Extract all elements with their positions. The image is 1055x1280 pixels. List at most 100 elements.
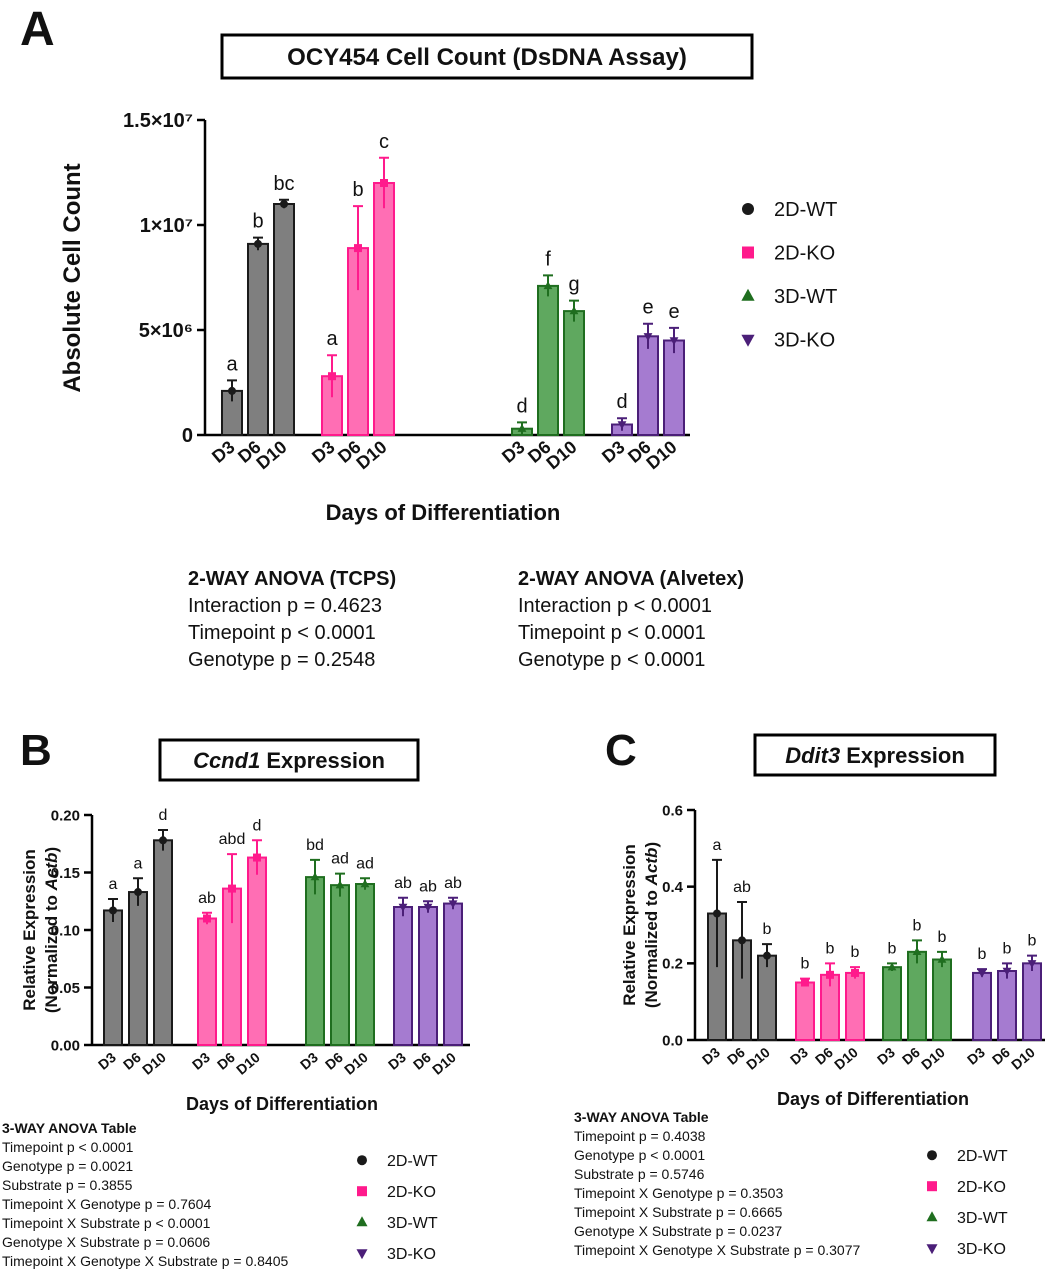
significance-letter: ad bbox=[356, 855, 374, 872]
legend-label: 3D-WT bbox=[957, 1210, 1008, 1227]
x-tick-label: D6 bbox=[120, 1049, 144, 1073]
y-tick-label: 0.00 bbox=[51, 1037, 80, 1054]
significance-letter: bc bbox=[273, 173, 294, 195]
bar-point bbox=[448, 900, 458, 909]
significance-letter: a bbox=[713, 837, 722, 854]
title-text: Expression bbox=[266, 748, 385, 773]
stats-heading: 2-WAY ANOVA (Alvetex) bbox=[518, 568, 744, 590]
bar-point bbox=[912, 947, 922, 956]
significance-letter: a bbox=[226, 353, 238, 375]
bar-point bbox=[738, 936, 746, 945]
legend-label: 3D-WT bbox=[774, 286, 837, 308]
bar-point bbox=[569, 306, 579, 315]
significance-letter: b bbox=[913, 917, 922, 934]
y-tick-label: 1×10⁷ bbox=[140, 215, 193, 237]
title-text: Expression bbox=[846, 743, 965, 768]
stats-line: Timepoint p < 0.0001 bbox=[188, 622, 376, 644]
x-tick-label: D10 bbox=[542, 437, 580, 474]
bar bbox=[443, 902, 463, 1046]
bar-point bbox=[253, 853, 261, 862]
legend-label: 3D-KO bbox=[957, 1241, 1006, 1258]
x-tick-label: D6 bbox=[899, 1044, 923, 1068]
legend-label: 3D-WT bbox=[387, 1215, 438, 1232]
bar bbox=[972, 971, 992, 1042]
bar bbox=[153, 839, 173, 1046]
bar-point bbox=[1027, 960, 1037, 969]
chart-title: Ccnd1 Expression bbox=[193, 748, 385, 773]
legend-marker bbox=[742, 203, 754, 215]
legend-label: 2D-KO bbox=[387, 1184, 436, 1201]
title-box bbox=[753, 733, 997, 777]
stats-line: Timepoint X Substrate p < 0.0001 bbox=[2, 1215, 211, 1231]
x-tick-label: D10 bbox=[918, 1044, 948, 1073]
bar-point bbox=[851, 968, 859, 977]
title-gene: Ccnd1 bbox=[193, 748, 260, 773]
stats-line: Genotype p < 0.0001 bbox=[518, 649, 705, 671]
stats-line: Genotype p = 0.0021 bbox=[2, 1158, 133, 1174]
chart-title: Ddit3 Expression bbox=[785, 743, 965, 768]
bar bbox=[355, 883, 375, 1046]
title-box bbox=[220, 33, 754, 80]
significance-letter: b bbox=[1028, 933, 1037, 950]
y-tick-label: 0.6 bbox=[662, 802, 683, 819]
x-tick-label: D10 bbox=[233, 1049, 263, 1078]
x-tick-label: D10 bbox=[429, 1049, 459, 1078]
stats-heading: 2-WAY ANOVA (TCPS) bbox=[188, 568, 396, 590]
y-tick-label: 0.20 bbox=[51, 807, 80, 824]
x-tick-label: D6 bbox=[724, 1044, 748, 1068]
legend-label: 3D-KO bbox=[387, 1246, 436, 1263]
legend-label: 2D-KO bbox=[774, 243, 835, 265]
significance-letter: ab bbox=[444, 875, 462, 892]
x-tick-label: D10 bbox=[252, 437, 290, 474]
x-tick-label: D6 bbox=[989, 1044, 1013, 1068]
significance-letter: abd bbox=[219, 831, 246, 848]
legend-marker bbox=[356, 1216, 368, 1227]
bar-point bbox=[543, 281, 553, 290]
x-axis-label: Days of Differentiation bbox=[326, 500, 561, 525]
legend-marker bbox=[926, 1244, 938, 1255]
significance-letter: f bbox=[545, 248, 551, 270]
bar-point bbox=[517, 423, 527, 432]
x-axis-label: Days of Differentiation bbox=[777, 1089, 969, 1109]
bar bbox=[1022, 962, 1042, 1041]
x-tick-label: D3 bbox=[189, 1049, 213, 1073]
bar-point bbox=[310, 872, 320, 881]
title-gene: Ddit3 bbox=[785, 743, 840, 768]
stats-line: Timepoint X Genotype X Substrate p = 0.8… bbox=[2, 1253, 288, 1269]
bar-point bbox=[228, 386, 236, 395]
y-axis-label-part: ) bbox=[42, 847, 61, 853]
stats-line: Timepoint p < 0.0001 bbox=[518, 622, 706, 644]
y-tick-label: 0.0 bbox=[662, 1032, 683, 1049]
legend-marker bbox=[741, 288, 755, 301]
x-tick-label: D10 bbox=[139, 1049, 169, 1078]
bar-point bbox=[423, 903, 433, 912]
bar-point bbox=[617, 421, 627, 430]
legend-marker bbox=[927, 1181, 937, 1192]
y-axis-label-part: Actb bbox=[642, 848, 661, 887]
bar-point bbox=[937, 954, 947, 963]
stats-line: Timepoint X Genotype p = 0.3503 bbox=[574, 1185, 783, 1201]
significance-letter: b bbox=[978, 946, 987, 963]
x-tick-label: D10 bbox=[642, 437, 680, 474]
bar-point bbox=[354, 244, 362, 253]
y-tick-label: 0.10 bbox=[51, 922, 80, 939]
legend-marker bbox=[357, 1186, 367, 1197]
significance-letter: a bbox=[134, 855, 143, 872]
stats-line: Interaction p < 0.0001 bbox=[518, 595, 712, 617]
significance-letter: b bbox=[851, 944, 860, 961]
legend-marker bbox=[742, 246, 754, 259]
significance-letter: d bbox=[253, 817, 262, 834]
bar-point bbox=[887, 962, 897, 971]
x-tick-label: D3 bbox=[787, 1044, 811, 1068]
legend-marker bbox=[741, 334, 755, 347]
y-tick-label: 0.4 bbox=[662, 879, 684, 896]
legend-marker bbox=[356, 1249, 368, 1260]
bar bbox=[563, 310, 585, 437]
stats-line: Genotype p < 0.0001 bbox=[574, 1147, 705, 1163]
stats-line: Genotype p = 0.2548 bbox=[188, 649, 375, 671]
x-tick-label: D10 bbox=[1008, 1044, 1038, 1073]
x-tick-label: D6 bbox=[812, 1044, 836, 1068]
x-tick-label: D10 bbox=[341, 1049, 371, 1078]
bar-point bbox=[360, 879, 370, 888]
